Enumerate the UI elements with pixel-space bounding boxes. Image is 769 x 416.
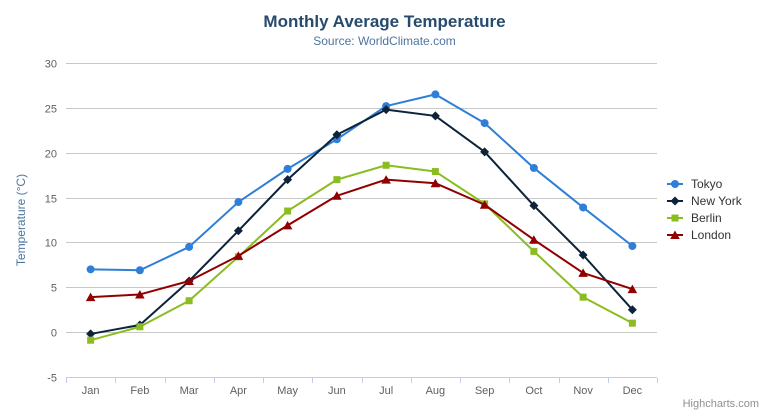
chart-title: Monthly Average Temperature — [263, 12, 506, 31]
y-axis-tick-label: 10 — [45, 238, 57, 250]
y-axis-tick-label: 30 — [45, 59, 57, 71]
chart-subtitle: Source: WorldClimate.com — [313, 34, 456, 48]
series-london[interactable] — [85, 175, 638, 302]
circle-legend-marker-icon — [667, 179, 683, 188]
legend-item-london[interactable]: London — [666, 226, 742, 243]
x-axis-tick-label: Dec — [623, 385, 643, 397]
export-menu-button[interactable] — [736, 15, 754, 30]
legend-item-berlin[interactable]: Berlin — [666, 209, 742, 226]
x-axis-tick-label: Oct — [525, 385, 542, 397]
diamond-legend-marker-icon — [667, 196, 683, 205]
x-axis-tick-label: Mar — [180, 385, 199, 397]
legend-item-label: Tokyo — [691, 176, 723, 191]
x-axis-tick-label: Apr — [230, 385, 247, 397]
y-axis-tick-label: -5 — [47, 373, 57, 385]
x-axis-tick-label: Aug — [426, 385, 446, 397]
y-axis-tick-label: 20 — [45, 149, 57, 161]
x-axis-tick-label: Jul — [379, 385, 393, 397]
x-axis-tick-label: Feb — [130, 385, 149, 397]
legend-item-new-york[interactable]: New York — [666, 192, 742, 209]
series-new-york[interactable] — [86, 105, 637, 339]
x-axis-tick-label: May — [277, 385, 298, 397]
x-axis-tick-label: Nov — [573, 385, 593, 397]
x-axis-tick-label: Sep — [475, 385, 495, 397]
legend-item-tokyo[interactable]: Tokyo — [666, 175, 742, 192]
legend-item-label: London — [691, 227, 732, 242]
y-axis-tick-label: 15 — [45, 194, 57, 206]
y-axis-tick-label: 5 — [51, 283, 57, 295]
legend-item-label: New York — [691, 193, 742, 208]
x-axis-tick-label: Jan — [82, 385, 100, 397]
legend-item-label: Berlin — [691, 210, 722, 225]
legend: Tokyo New York Berlin London — [666, 175, 742, 243]
credits-link[interactable]: Highcharts.com — [682, 398, 759, 410]
triangle-legend-marker-icon — [667, 230, 683, 239]
x-axis-tick-label: Jun — [328, 385, 346, 397]
series-tokyo[interactable] — [86, 90, 637, 275]
y-axis-tick-label: 25 — [45, 104, 57, 116]
square-legend-marker-icon — [667, 214, 683, 221]
y-axis-title: Temperature (°C) — [14, 174, 28, 266]
y-axis-tick-label: 0 — [51, 328, 57, 340]
